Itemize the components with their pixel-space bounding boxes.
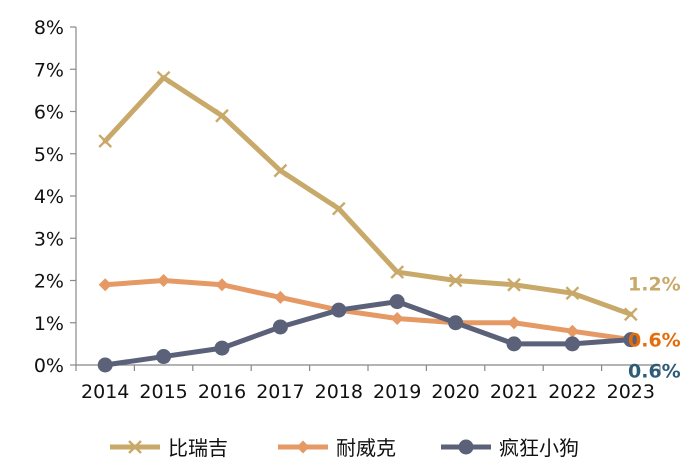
y-tick-label: 7% [34, 59, 64, 81]
data-point [448, 315, 464, 331]
y-tick-label: 6% [34, 102, 64, 124]
legend-item-2: 耐威克 [278, 436, 396, 460]
marker-stroke [128, 440, 142, 454]
data-point [156, 70, 171, 85]
x-axis: 2014 2015 2016 2017 2018 2019 2020 2021 2022 2023 [75, 364, 661, 403]
marker-stroke [390, 265, 405, 279]
y-tick-label: 3% [34, 228, 64, 250]
series-3 [97, 294, 639, 373]
legend-label: 耐威克 [336, 436, 396, 460]
x-tick-label: 2016 [198, 381, 246, 403]
data-point [623, 332, 639, 348]
series-layer [97, 70, 639, 373]
legend-swatch-marker [458, 439, 474, 455]
x-tick-label: 2020 [431, 381, 479, 403]
end-label: 1.2% [628, 273, 681, 295]
marker-stroke [565, 286, 580, 301]
x-tick-label: 2014 [81, 381, 129, 403]
data-point [564, 336, 580, 352]
data-point [565, 286, 580, 301]
data-point [507, 277, 521, 292]
series-line [102, 299, 634, 368]
series-line [102, 278, 634, 343]
data-point [565, 324, 579, 338]
legend-swatch-marker [128, 440, 142, 454]
x-tick-label: 2018 [315, 381, 363, 403]
end-label: 0.6% [628, 361, 681, 383]
data-point [273, 290, 287, 304]
data-point [623, 307, 638, 322]
marker-stroke [623, 307, 638, 322]
legend-swatch-marker [296, 440, 310, 454]
data-point [448, 273, 463, 288]
x-tick-label: 2015 [139, 381, 187, 403]
data-point [331, 201, 346, 216]
y-tick-label: 4% [34, 186, 64, 208]
y-axis: 0% 1% 2% 3% 4% 5% 6% 7% 8% [34, 17, 77, 377]
y-tick-label: 5% [34, 144, 64, 166]
series-1 [98, 70, 638, 322]
data-point [331, 302, 347, 318]
data-point [506, 336, 522, 352]
data-point [215, 108, 229, 123]
data-point [157, 274, 171, 287]
y-tick-label: 1% [34, 313, 64, 335]
data-point [390, 265, 405, 279]
legend: 比瑞吉 耐威克 疯狂小狗 [110, 436, 579, 460]
x-tick-label: 2017 [256, 381, 304, 403]
data-point [98, 134, 113, 148]
end-label: 0.6% [628, 330, 681, 352]
x-tick-label: 2023 [607, 381, 655, 403]
data-point [98, 278, 112, 292]
legend-label: 比瑞吉 [168, 436, 228, 460]
series-2 [98, 274, 638, 347]
x-tick-label: 2021 [490, 381, 538, 403]
data-point [272, 319, 288, 335]
marker-stroke [273, 163, 288, 178]
marker-stroke [215, 108, 229, 123]
marker-stroke [507, 277, 521, 292]
legend-item-1: 比瑞吉 [110, 436, 228, 460]
data-point [507, 316, 521, 330]
data-point [156, 349, 172, 365]
x-tick-label: 2019 [373, 381, 421, 403]
y-tick-label: 8% [34, 17, 64, 39]
marker-stroke [156, 70, 171, 85]
end-labels: 1.2% 0.6% 0.6% [628, 273, 681, 382]
legend-label: 疯狂小狗 [499, 436, 579, 460]
marker-stroke [331, 201, 346, 216]
y-tick-label: 0% [34, 355, 64, 377]
marker-stroke [448, 273, 463, 288]
data-point [215, 278, 229, 292]
marker-stroke [98, 134, 113, 148]
x-tick-label: 2022 [548, 381, 596, 403]
data-point [214, 340, 230, 356]
data-point [273, 163, 288, 178]
data-point [390, 312, 404, 326]
series-line [102, 75, 634, 317]
data-point [97, 357, 113, 373]
legend-item-3: 疯狂小狗 [441, 436, 579, 460]
y-tick-label: 2% [34, 271, 64, 293]
data-point [389, 294, 405, 310]
